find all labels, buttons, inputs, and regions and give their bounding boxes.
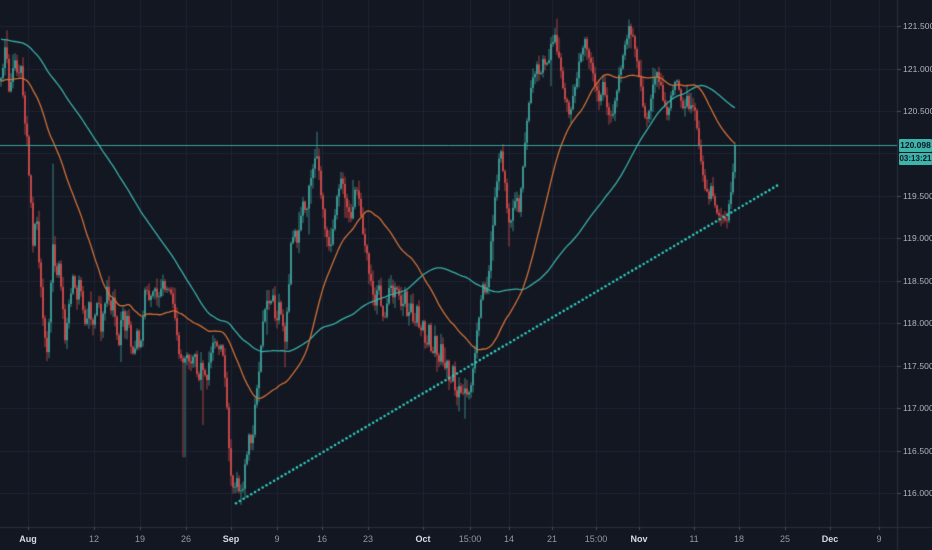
time-tick-label: 12 [88,533,100,544]
time-tick-label: 19 [134,533,146,544]
price-tick-label: 117.500 [903,360,932,371]
price-tick-label: 121.000 [903,63,932,74]
time-tick-label: 23 [362,533,374,544]
price-tick-label: 117.000 [903,403,932,414]
price-tick-label: 119.500 [903,190,932,201]
price-tick-label: 118.500 [903,275,932,286]
price-tick-label: 120.500 [903,105,932,116]
price-tick-label: 118.000 [903,318,932,329]
bar-countdown-timer: 03:13:21 [899,152,932,165]
time-tick-label: 9 [876,533,882,544]
time-tick-label: 9 [274,533,280,544]
time-tick-label: 25 [779,533,791,544]
time-tick-label: Sep [222,533,240,544]
time-tick-label: Nov [630,533,648,544]
price-tick-label: 119.000 [903,233,932,244]
time-tick-label: Dec [821,533,839,544]
price-tick-label: 121.500 [903,21,932,31]
time-tick-label: 11 [689,533,699,544]
price-axis[interactable]: 121.500 121.000 120.500 119.500 119.000 118.5… [897,0,932,527]
time-axis[interactable]: Aug 12 19 26 Sep 9 16 23 Oct 15:00 14 21 15:00 Nov 11 1… [0,527,932,550]
time-tick-label: 18 [733,533,745,544]
time-tick-label: Oct [415,533,431,544]
last-price-label: 120.098 [899,138,932,152]
price-tick-label: 116.500 [903,445,932,456]
time-tick-label: Aug [19,533,37,544]
time-tick-label: 16 [316,533,328,544]
time-tick-label: 26 [180,533,192,544]
time-tick-label: 15:00 [458,533,482,544]
price-tick-label: 116.000 [903,488,932,498]
time-tick-label: 14 [503,533,515,544]
time-tick-label: 21 [546,533,558,544]
time-tick-label: 15:00 [584,533,608,544]
